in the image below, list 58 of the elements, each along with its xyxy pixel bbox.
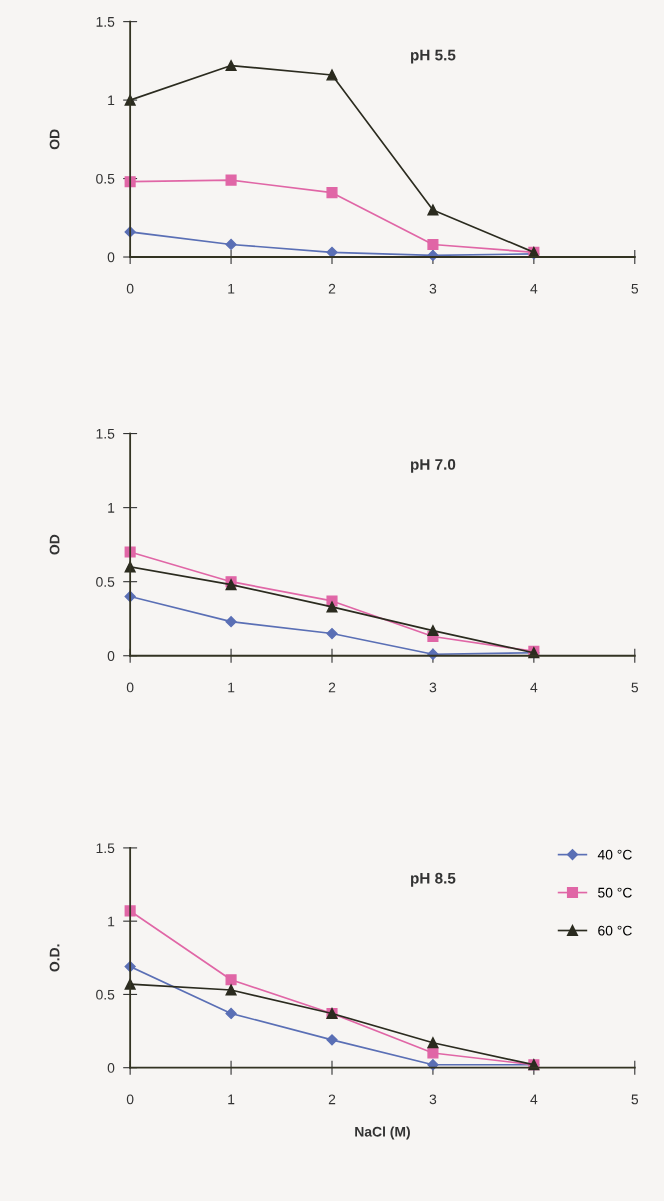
x-tick-label: 5 bbox=[631, 682, 639, 693]
y-tick-label: 0 bbox=[107, 1063, 115, 1073]
legend-label: 60 °C bbox=[598, 925, 632, 936]
point bbox=[225, 60, 237, 72]
x-tick-label: 3 bbox=[429, 682, 437, 693]
point bbox=[326, 187, 338, 199]
y-tick-label: 0 bbox=[107, 252, 115, 263]
x-tick-label: 1 bbox=[228, 283, 235, 294]
y-tick-label: 0.5 bbox=[96, 989, 115, 1000]
x-tick-label: 0 bbox=[126, 283, 134, 294]
point bbox=[427, 1037, 439, 1049]
text: pH 5.5 bbox=[411, 49, 456, 64]
point bbox=[427, 1047, 439, 1059]
y-tick-label: 1 bbox=[108, 916, 115, 927]
legend-label: 50 °C bbox=[598, 887, 632, 898]
x-tick-label: 5 bbox=[631, 283, 639, 294]
y-tick-label: 1 bbox=[108, 95, 115, 106]
x-tick-label: 1 bbox=[228, 682, 235, 693]
point bbox=[225, 174, 237, 186]
x-tick-label: 4 bbox=[530, 283, 538, 294]
y-tick-label: 1.5 bbox=[96, 17, 115, 27]
x-tick-label: 0 bbox=[126, 1094, 134, 1105]
point bbox=[427, 625, 439, 637]
point bbox=[326, 627, 338, 640]
point bbox=[427, 204, 439, 216]
point bbox=[427, 1059, 439, 1071]
x-tick-label: 2 bbox=[328, 682, 336, 693]
x-tick-label: 2 bbox=[328, 1094, 336, 1105]
point bbox=[225, 1007, 237, 1020]
x-tick-label: 2 bbox=[328, 283, 336, 294]
legend-label: 40 °C bbox=[597, 849, 632, 860]
x-tick-label: 3 bbox=[429, 283, 437, 294]
point bbox=[225, 238, 237, 251]
y-axis-title: OD bbox=[49, 534, 60, 555]
x-axis-title: NaCl (M) bbox=[355, 1126, 410, 1140]
point bbox=[326, 69, 338, 81]
x-tick-label: 0 bbox=[126, 682, 134, 693]
x-tick-label: 1 bbox=[228, 1094, 235, 1105]
x-tick-label: 4 bbox=[530, 682, 538, 693]
x-tick-label: 3 bbox=[429, 1094, 437, 1105]
y-tick-label: 0 bbox=[107, 651, 115, 661]
point bbox=[326, 601, 338, 613]
y-tick-label: 1.5 bbox=[96, 843, 115, 854]
text: pH 8.5 bbox=[411, 872, 456, 887]
point bbox=[427, 238, 439, 251]
point bbox=[225, 984, 237, 996]
point bbox=[326, 1034, 338, 1046]
x-tick-label: 5 bbox=[631, 1094, 639, 1105]
point bbox=[225, 616, 237, 628]
y-tick-label: 0.5 bbox=[96, 577, 115, 587]
y-tick-label: 1 bbox=[108, 503, 115, 513]
y-tick-label: 0.5 bbox=[96, 173, 115, 184]
y-tick-label: 1.5 bbox=[96, 429, 115, 439]
y-axis-title: OD bbox=[49, 129, 60, 150]
x-tick-label: 4 bbox=[530, 1094, 538, 1105]
point bbox=[225, 974, 237, 986]
y-axis-title: O.D. bbox=[49, 944, 60, 972]
text: pH 7.0 bbox=[411, 459, 456, 473]
